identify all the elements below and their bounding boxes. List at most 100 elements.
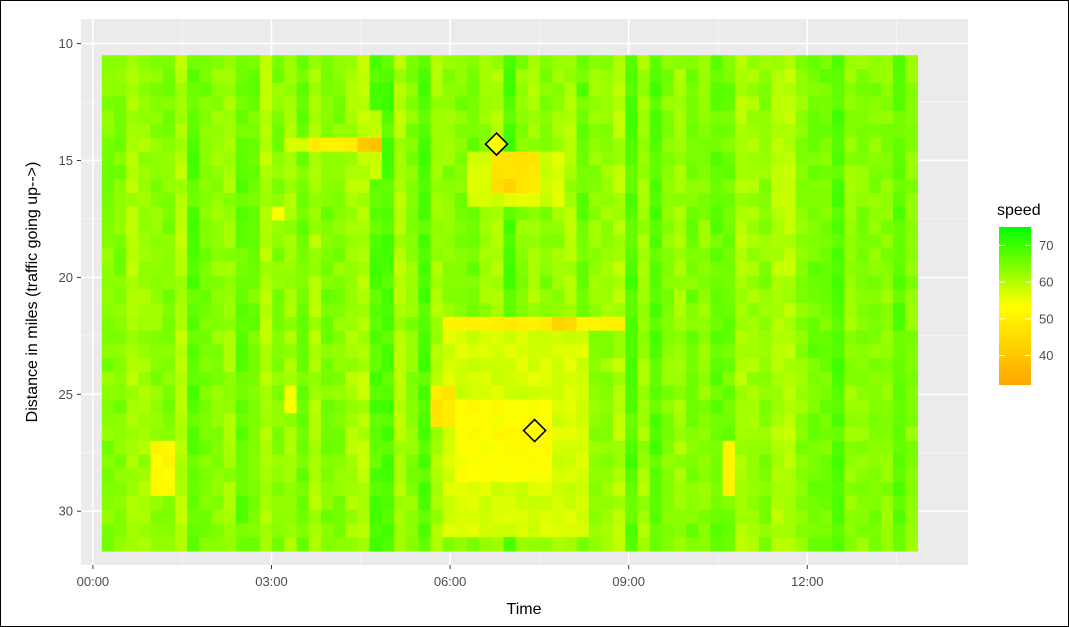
heatmap-tile [126, 137, 139, 153]
heatmap-tile [515, 261, 529, 277]
heatmap-tile [406, 96, 419, 111]
heatmap-tile [783, 234, 797, 249]
heatmap-tile [698, 344, 712, 359]
heatmap-tile [150, 399, 164, 414]
heatmap-tile [406, 371, 419, 387]
heatmap-tile [625, 495, 639, 511]
heatmap-tile [759, 124, 772, 139]
heatmap-tile [393, 289, 407, 304]
heatmap-tile [868, 55, 882, 70]
heatmap-tile [430, 248, 444, 263]
heatmap-tile [698, 179, 712, 194]
heatmap-tile [759, 482, 772, 497]
heatmap-tile [613, 165, 626, 180]
heatmap-tile [625, 69, 639, 84]
heatmap-tile [673, 206, 687, 222]
heatmap-tile [174, 96, 188, 111]
heatmap-tile [320, 124, 334, 139]
heatmap-tile [746, 110, 760, 125]
heatmap-tile [527, 454, 541, 469]
heatmap-tile [625, 399, 639, 414]
heatmap-tile [333, 427, 346, 442]
heatmap-tile [807, 220, 821, 235]
heatmap-tile [686, 399, 699, 414]
heatmap-tile [162, 358, 176, 373]
heatmap-tile [771, 495, 785, 511]
heatmap-tile [856, 234, 870, 249]
heatmap-tile [369, 55, 383, 70]
heatmap-tile [467, 482, 480, 497]
heatmap-tile [320, 261, 334, 277]
heatmap-tile [467, 495, 480, 511]
heatmap-tile [844, 110, 858, 125]
heatmap-tile [552, 165, 565, 180]
heatmap-tile [576, 137, 590, 153]
heatmap-tile [905, 358, 918, 373]
heatmap-tile [369, 192, 383, 208]
heatmap-tile [260, 165, 273, 180]
heatmap-tile [673, 55, 687, 70]
heatmap-tile [893, 192, 906, 208]
heatmap-tile [844, 275, 858, 290]
heatmap-tile [759, 151, 772, 167]
heatmap-tile [880, 440, 894, 456]
heatmap-tile [247, 523, 261, 538]
heatmap-tile [345, 220, 359, 235]
heatmap-tile [114, 371, 127, 387]
heatmap-tile [515, 509, 529, 525]
heatmap-tile [880, 82, 894, 98]
heatmap-tile [893, 440, 906, 456]
heatmap-tile [162, 523, 176, 538]
heatmap-tile [284, 82, 298, 98]
heatmap-tile [820, 179, 833, 194]
heatmap-tile [588, 124, 602, 139]
heatmap-tile [540, 275, 553, 290]
heatmap-tile [406, 316, 419, 332]
heatmap-tile [199, 523, 212, 538]
heatmap-tile [126, 55, 139, 70]
heatmap-tile [211, 55, 225, 70]
heatmap-tile [479, 454, 492, 469]
heatmap-tile [734, 482, 748, 497]
heatmap-tile [686, 110, 699, 125]
heatmap-tile [479, 192, 492, 208]
heatmap-tile [771, 454, 785, 469]
heatmap-tile [406, 137, 419, 153]
heatmap-tile [211, 110, 225, 125]
heatmap-tile [625, 316, 639, 332]
heatmap-tile [503, 523, 517, 538]
heatmap-tile [235, 482, 249, 497]
heatmap-tile [260, 234, 273, 249]
heatmap-tile [795, 96, 809, 111]
heatmap-tile [844, 344, 858, 359]
heatmap-tile [856, 523, 870, 538]
heatmap-tile [308, 344, 322, 359]
heatmap-tile [856, 192, 870, 208]
heatmap-tile [150, 303, 164, 318]
heatmap-tile [235, 192, 249, 208]
heatmap-tile [174, 248, 188, 263]
heatmap-tile [832, 371, 845, 387]
heatmap-tile [308, 110, 322, 125]
heatmap-tile [673, 440, 687, 456]
heatmap-tile [418, 82, 432, 98]
heatmap-tile [795, 248, 809, 263]
heatmap-tile [673, 482, 687, 497]
heatmap-tile [247, 358, 261, 373]
heatmap-tile [893, 303, 906, 318]
heatmap-tile [162, 427, 176, 442]
heatmap-tile [174, 206, 188, 222]
heatmap-tile [393, 399, 407, 414]
heatmap-tile [150, 248, 164, 263]
x-tick-label: 03:00 [255, 574, 288, 589]
heatmap-tile [467, 69, 480, 84]
heatmap-tile [442, 96, 456, 111]
heatmap-tile [686, 440, 699, 456]
heatmap-tile [308, 206, 322, 222]
heatmap-tile [795, 206, 809, 222]
heatmap-tile [734, 206, 748, 222]
heatmap-tile [783, 165, 797, 180]
heatmap-tile [345, 468, 359, 483]
heatmap-tile [844, 509, 858, 525]
heatmap-tile [564, 151, 578, 167]
